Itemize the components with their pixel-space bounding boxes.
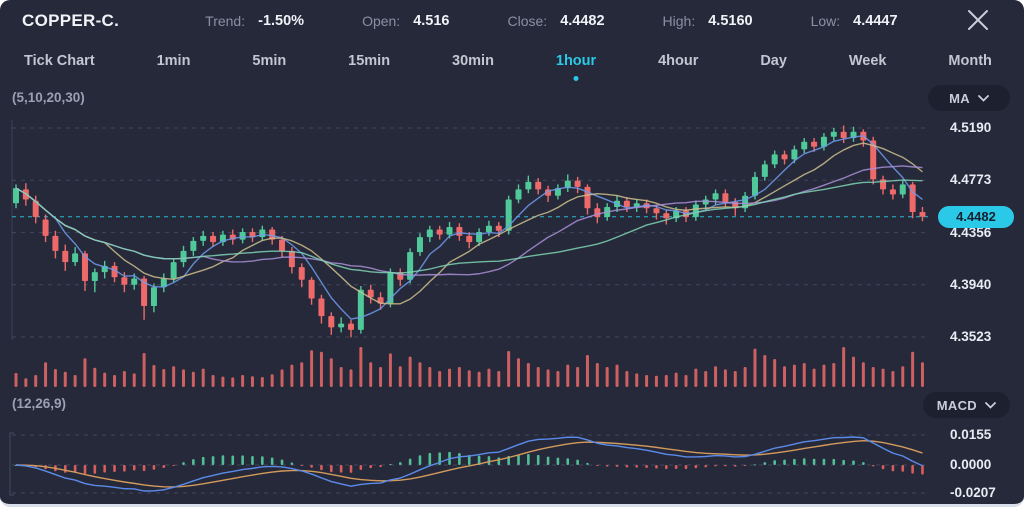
price-tick-label: 4.3523 — [950, 329, 992, 344]
ma-dropdown-label: MA — [949, 90, 970, 106]
chevron-down-icon — [978, 94, 989, 102]
stat-high: High: 4.5160 — [662, 13, 753, 29]
macd-dropdown-label: MACD — [936, 397, 977, 413]
tab-1min[interactable]: 1min — [155, 49, 193, 73]
tab-15min[interactable]: 15min — [346, 49, 392, 73]
header: COPPER-C. Trend: -1.50% Open: 4.516 Clos… — [0, 0, 1024, 42]
price-tick-label: 4.3940 — [950, 276, 992, 292]
chevron-down-icon — [985, 401, 996, 409]
close-icon — [968, 10, 988, 30]
ma-indicator-dropdown[interactable]: MA — [928, 85, 1010, 111]
tab-month[interactable]: Month — [946, 49, 993, 73]
tab-label: 1hour — [555, 53, 597, 69]
price-tick-label: 4.5190 — [950, 120, 992, 135]
macd-tick-label: 0.0000 — [950, 457, 992, 472]
tab-1hour[interactable]: 1hour — [554, 49, 598, 81]
stat-trend: Trend: -1.50% — [205, 13, 305, 29]
tab-week[interactable]: Week — [847, 49, 889, 73]
stat-open: Open: 4.516 — [362, 13, 450, 29]
stat-low: Low: 4.4447 — [810, 13, 898, 29]
tab-tick-chart[interactable]: Tick Chart — [22, 49, 97, 73]
ohlc-stats: Trend: -1.50% Open: 4.516 Close: 4.4482 … — [205, 13, 897, 29]
macd-tick-label: -0.0207 — [950, 485, 996, 500]
tab-day[interactable]: Day — [758, 49, 789, 73]
stat-close: Close: 4.4482 — [507, 13, 605, 29]
tab-4hour[interactable]: 4hour — [656, 49, 700, 73]
tab-5min[interactable]: 5min — [250, 49, 288, 73]
page-title: COPPER-C. — [22, 11, 120, 30]
macd-indicator-dropdown[interactable]: MACD — [922, 392, 1010, 418]
macd-params-label: (12,26,9) — [12, 396, 67, 411]
timeframe-tabs: Tick Chart 1min 5min 15min 30min 1hour 4… — [0, 42, 1024, 81]
macd-tick-label: 0.0155 — [950, 427, 992, 442]
tab-30min[interactable]: 30min — [450, 49, 496, 73]
close-button[interactable] — [962, 4, 994, 36]
price-tick-label: 4.4773 — [950, 172, 992, 188]
current-price-badge: 4.4482 — [938, 205, 1014, 228]
active-tab-dot — [573, 76, 579, 81]
ma-params-label: (5,10,20,30) — [12, 90, 85, 105]
price-tick-label: 4.4356 — [950, 224, 992, 240]
